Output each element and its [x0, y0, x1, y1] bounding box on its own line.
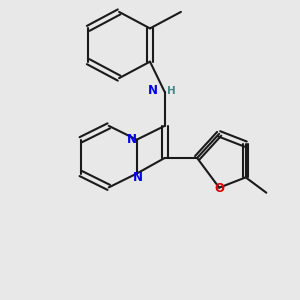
Text: O: O — [214, 182, 224, 195]
Text: N: N — [148, 84, 158, 97]
Text: N: N — [133, 171, 143, 184]
Text: H: H — [167, 85, 176, 95]
Text: N: N — [127, 133, 136, 146]
